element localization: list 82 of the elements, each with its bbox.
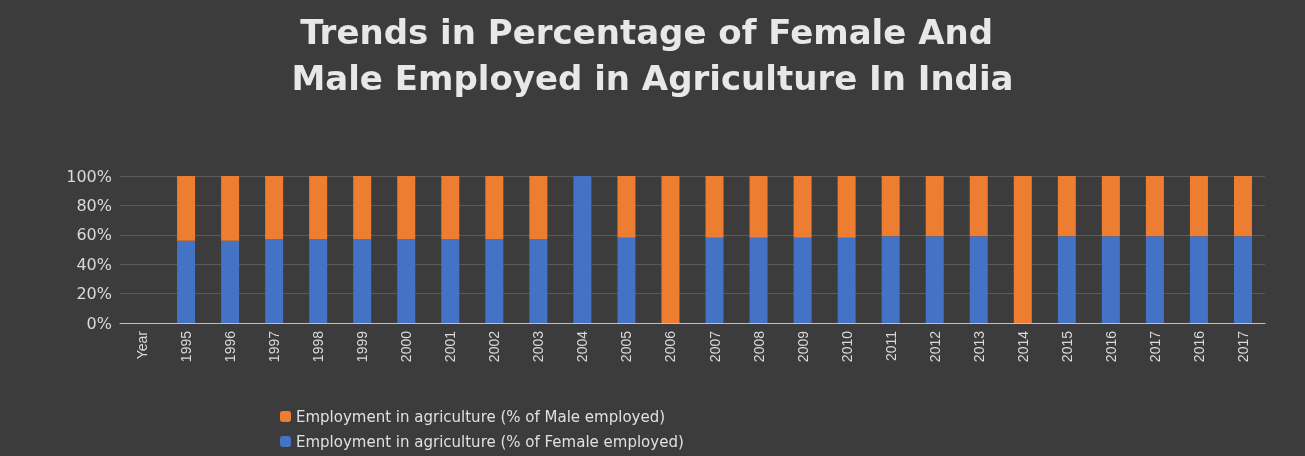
x-tick-label: 2017	[1146, 330, 1163, 363]
x-tick-label: 2011	[882, 330, 899, 362]
bar	[1233, 176, 1252, 237]
bar	[177, 240, 196, 323]
bar	[969, 236, 988, 323]
x-tick-label: 2010	[838, 330, 855, 363]
bar	[441, 176, 460, 240]
bar	[1145, 236, 1164, 323]
x-tick-label: 2016	[1190, 330, 1207, 363]
bar	[793, 176, 812, 238]
chart-title: Trends in Percentage of Female And Male Employed in Agriculture In India	[291, 12, 1014, 98]
bar	[485, 239, 504, 323]
x-tick-label: 1997	[266, 330, 283, 363]
y-tick-label: 0%	[86, 313, 112, 333]
x-tick-label: 2013	[970, 330, 987, 363]
bar	[177, 176, 196, 241]
bar	[441, 239, 460, 323]
bar	[705, 237, 724, 323]
legend-label: Employment in agriculture (% of Male employed)	[296, 407, 666, 426]
bar	[749, 237, 768, 323]
x-tick-label: 1996	[222, 330, 239, 363]
x-tick-label: 1999	[354, 330, 371, 363]
bar	[705, 176, 724, 238]
bar	[529, 176, 548, 240]
x-tick-label: 2017	[1234, 330, 1251, 363]
bar	[309, 239, 328, 323]
x-tick-label: 1998	[310, 330, 327, 363]
bar	[265, 176, 284, 240]
x-tick-label: 2014	[1014, 330, 1031, 363]
bar	[221, 176, 240, 241]
bar	[969, 176, 988, 237]
x-tick-label: 2003	[530, 330, 547, 363]
bar	[1101, 236, 1120, 323]
bar	[397, 176, 416, 240]
bar	[397, 239, 416, 323]
bar	[881, 236, 900, 323]
bar	[661, 176, 680, 323]
x-tick-label: 2005	[618, 330, 635, 363]
legend-label: Employment in agriculture (% of Female employed)	[296, 432, 684, 451]
x-tick-label: 2009	[794, 330, 811, 363]
x-tick-label: 2008	[750, 330, 767, 363]
y-tick-label: 100%	[66, 166, 112, 186]
x-tick-label: 2000	[398, 330, 415, 363]
bar	[617, 176, 636, 238]
bar	[1101, 176, 1120, 237]
x-tick-label: 2004	[574, 330, 591, 363]
bar	[353, 176, 372, 240]
bar	[925, 176, 944, 237]
x-tick-label: 2002	[486, 330, 503, 363]
bar	[1057, 176, 1076, 237]
bar	[925, 236, 944, 323]
x-tick-label: 2006	[662, 330, 679, 363]
bar	[837, 176, 856, 238]
bar	[1189, 176, 1208, 237]
x-tick-label: 2015	[1058, 330, 1075, 363]
x-tick-label: 2001	[442, 330, 459, 363]
bar	[1013, 176, 1032, 323]
y-tick-label: 20%	[76, 284, 112, 304]
bar	[617, 237, 636, 323]
bar	[881, 176, 900, 237]
x-tick-label: 1995	[178, 330, 195, 363]
bar	[837, 237, 856, 323]
bar	[749, 176, 768, 238]
x-tick-label: 2016	[1102, 330, 1119, 363]
y-tick-label: 40%	[76, 254, 112, 274]
bar	[573, 176, 592, 323]
y-tick-label: 80%	[76, 195, 112, 215]
x-tick-label: 2012	[926, 330, 943, 363]
x-tick-label: Year	[134, 330, 151, 360]
bar	[485, 176, 504, 240]
bar	[1057, 236, 1076, 323]
bar	[1233, 236, 1252, 323]
bar	[1145, 176, 1164, 237]
y-tick-label: 60%	[76, 225, 112, 245]
bar	[793, 237, 812, 323]
bar	[529, 239, 548, 323]
bar	[1189, 236, 1208, 323]
bar	[221, 240, 240, 323]
bar	[309, 176, 328, 240]
bar	[353, 239, 372, 323]
x-tick-label: 2007	[706, 330, 723, 363]
bar	[265, 239, 284, 323]
